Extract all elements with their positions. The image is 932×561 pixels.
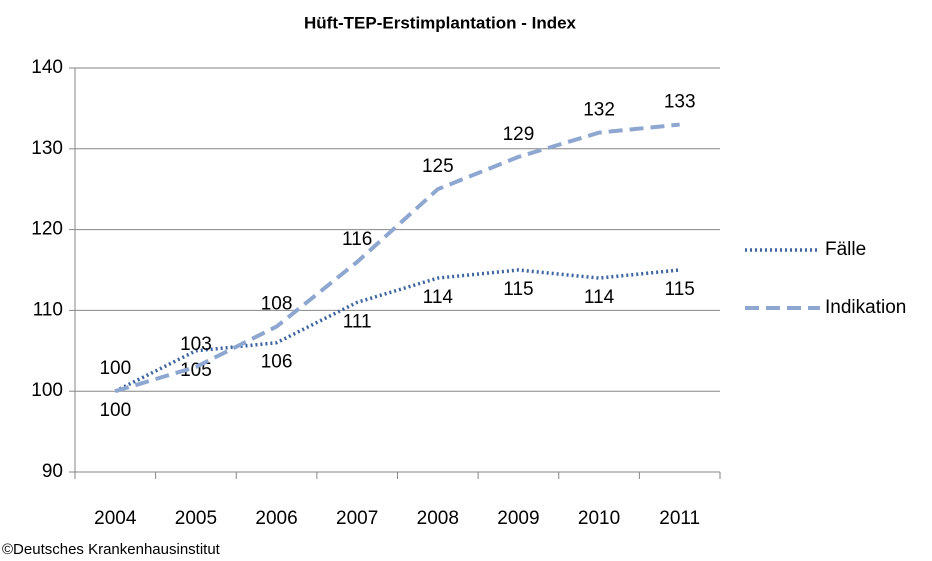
data-label: 106	[261, 352, 293, 373]
data-label: 111	[343, 311, 372, 332]
data-label: 100	[99, 400, 131, 421]
x-tick-label: 2010	[578, 508, 620, 529]
chart-title: Hüft-TEP-Erstimplantation - Index	[304, 13, 577, 32]
data-label: 132	[583, 100, 615, 121]
x-tick-label: 2005	[175, 508, 217, 529]
y-tick-label: 140	[31, 57, 63, 78]
data-label: 115	[665, 279, 695, 300]
data-label: 129	[503, 124, 535, 145]
x-tick-label: 2008	[417, 508, 459, 529]
data-label: 100	[99, 358, 131, 379]
data-label: 114	[584, 287, 615, 308]
legend-label: Indikation	[825, 297, 906, 318]
x-tick-label: 2011	[659, 508, 700, 529]
x-tick-label: 2007	[336, 508, 378, 529]
data-label: 108	[261, 294, 293, 315]
source-note: ©Deutsches Krankenhausinstitut	[2, 541, 221, 558]
x-tick-label: 2006	[255, 508, 297, 529]
y-tick-label: 110	[33, 299, 63, 320]
data-label: 115	[503, 279, 533, 300]
data-label: 125	[422, 156, 454, 177]
y-tick-label: 120	[31, 219, 63, 240]
data-label: 114	[423, 287, 454, 308]
y-tick-label: 130	[31, 138, 63, 159]
y-tick-label: 90	[42, 461, 63, 482]
y-tick-label: 100	[31, 380, 63, 401]
data-label: 116	[342, 229, 372, 250]
data-label: 103	[180, 334, 212, 355]
legend-label: Fälle	[825, 239, 866, 260]
x-tick-label: 2004	[94, 508, 137, 529]
x-tick-label: 2009	[497, 508, 539, 529]
data-label: 133	[664, 92, 696, 113]
